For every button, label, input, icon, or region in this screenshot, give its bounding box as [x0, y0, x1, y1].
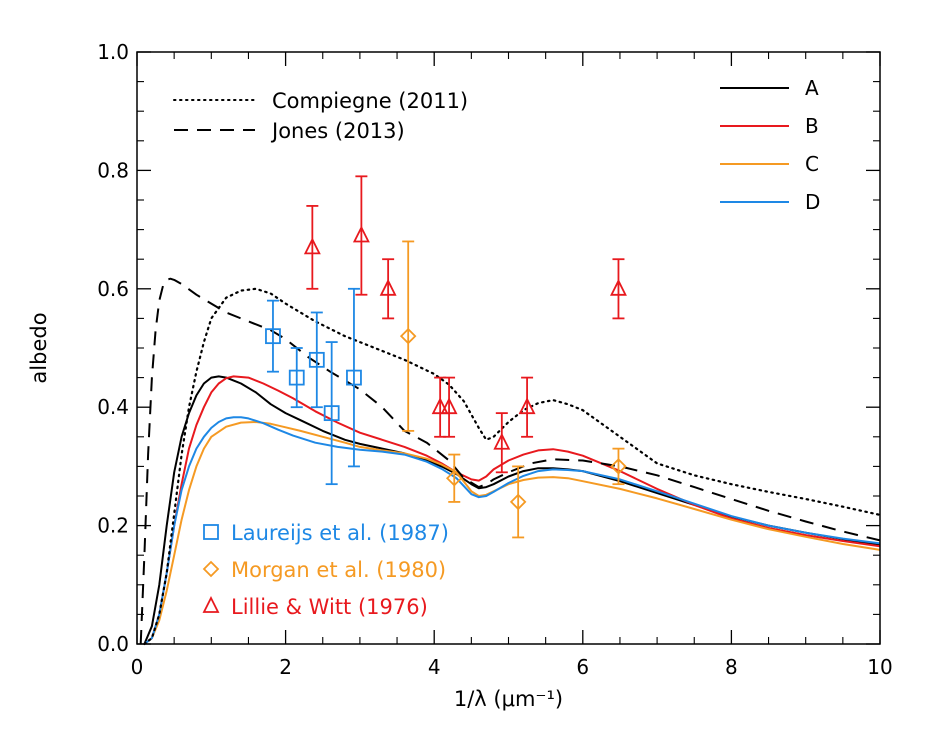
series-d-line: [143, 416, 881, 645]
series-c-line: [143, 421, 881, 645]
laureijs-et-al-1987-point: [323, 405, 340, 422]
y-axis-label: albedo: [27, 312, 51, 383]
y-tick-label: 0.6: [97, 277, 129, 301]
series-compiegne-2011-line: [143, 287, 882, 646]
morgan-et-al-1980-point: [610, 458, 627, 475]
legend-b-label: B: [805, 114, 819, 138]
legend-morgan-et-al-1980-marker: [202, 560, 220, 578]
curves-layer: [139, 277, 882, 646]
laureijs-et-al-1987-point: [265, 328, 281, 345]
morgan-et-al-1980-point: [445, 469, 463, 487]
legend-laureijs-et-al-1987-marker: [203, 524, 219, 540]
y-tick-label: 0.2: [97, 514, 129, 538]
lillie-witt-1976-point: [493, 432, 511, 450]
legend-c-label: C: [805, 152, 819, 176]
lillie-witt-1976-point: [352, 225, 370, 243]
laureijs-et-al-1987-point: [346, 369, 362, 386]
lillie-witt-1976-point: [440, 397, 458, 415]
y-tick-label: 1.0: [97, 40, 129, 64]
x-tick-label: 4: [428, 655, 441, 679]
legend-d-label: D: [805, 190, 820, 214]
x-tick-label: 10: [867, 655, 892, 679]
lillie-witt-1976-point: [518, 397, 536, 415]
lillie-witt-1976-point: [379, 278, 397, 296]
legend-laureijs-et-al-1987-label: Laureijs et al. (1987): [231, 521, 449, 545]
labels-layer: 0 2 4 6 8 10 0.0 0.2 0.4 0.6 0.8 1.0 1/λ (μm⁻¹) albed…: [27, 40, 893, 711]
legend-morgan-et-al-1980-label: Morgan et al. (1980): [231, 558, 446, 582]
x-tick-label: 0: [131, 655, 144, 679]
legend-a-label: A: [805, 76, 819, 100]
legend-jones-2013-label: Jones (2013): [270, 119, 405, 143]
legend-lillie-witt-1976-marker: [202, 595, 220, 613]
x-tick-label: 2: [279, 655, 292, 679]
lillie-witt-1976-point: [610, 278, 627, 296]
lillie-witt-1976-point: [431, 397, 449, 415]
laureijs-et-al-1987-point: [288, 369, 305, 386]
x-axis-label: 1/λ (μm⁻¹): [454, 687, 563, 711]
y-tick-label: 0.4: [97, 395, 129, 419]
morgan-et-al-1980-point: [509, 493, 527, 511]
points-layer: [265, 175, 627, 539]
legend-compiegne-2011-label: Compiegne (2011): [272, 89, 468, 113]
lillie-witt-1976-point: [303, 237, 321, 255]
plot-frame: [136, 51, 881, 645]
x-tick-label: 8: [725, 655, 738, 679]
y-tick-label: 0.8: [97, 158, 129, 182]
series-jones-2013-line: [139, 277, 881, 645]
x-tick-label: 6: [576, 655, 589, 679]
legend-lillie-witt-1976-label: Lillie & Witt (1976): [231, 595, 428, 619]
ticks-layer: [136, 51, 881, 645]
laureijs-et-al-1987-point: [308, 351, 325, 368]
morgan-et-al-1980-point: [399, 327, 417, 345]
y-tick-label: 0.0: [97, 632, 129, 656]
